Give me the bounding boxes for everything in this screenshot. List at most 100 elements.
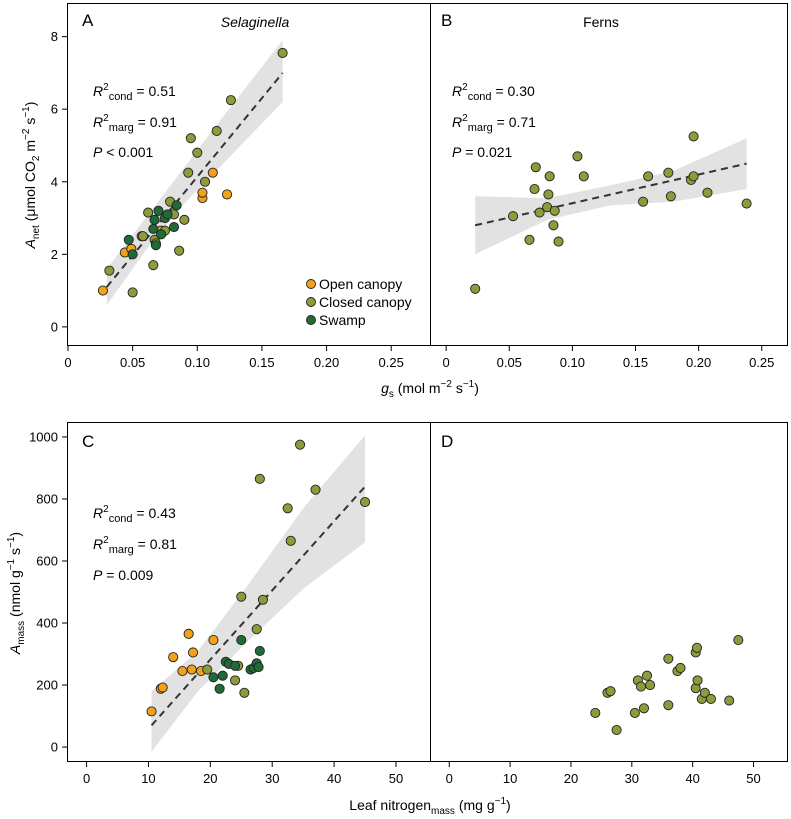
legend-marker-closed xyxy=(306,297,316,307)
panel-a-y-tick-label: 6 xyxy=(51,102,58,117)
panel-b-pvalue: P = 0.021 xyxy=(452,144,513,160)
panel-c-point-closed xyxy=(282,503,293,514)
panel-c-point-closed xyxy=(285,535,296,546)
panel-b-point-closed xyxy=(688,131,699,142)
panel-a-point-closed xyxy=(211,125,222,137)
panel-b-x-tick-label: 0.15 xyxy=(623,355,648,370)
panel-b-plot: 0 0.05 0.10 0.15 0.20 0.25 xyxy=(443,131,774,370)
panel-a-x-tick-label: 0.15 xyxy=(249,355,274,370)
panel-a-pvalue: P < 0.001 xyxy=(93,144,154,160)
panel-b-point-closed xyxy=(543,189,554,200)
panel-c-x-tick-label: 30 xyxy=(265,771,279,786)
panel-c-point-open xyxy=(177,666,188,677)
panel-b-stats: R2cond = 0.30 R2marg = 0.71 P = 0.021 xyxy=(452,82,536,160)
panel-a-r2marg: R2marg = 0.91 xyxy=(93,113,177,134)
panel-a-point-swamp xyxy=(171,200,182,211)
panel-d-frame xyxy=(430,422,788,762)
panel-a-x-tick-label: 0.25 xyxy=(379,355,404,370)
panel-c-point-open xyxy=(168,652,179,663)
panel-a-plot: 0 0.05 0.10 0.15 0.20 0.25 0 2 4 6 8 xyxy=(51,29,404,370)
panel-a-point-closed xyxy=(183,167,194,178)
panel-letter-d: D xyxy=(441,432,453,451)
panel-a-x-tick-label: 0.05 xyxy=(120,355,145,370)
panel-d-point-closed xyxy=(663,653,674,664)
panel-a-title: Selaginella xyxy=(221,14,290,30)
legend-label-closed: Closed canopy xyxy=(319,294,412,310)
panel-b-point-closed xyxy=(534,207,545,218)
panel-a-point-closed xyxy=(143,207,154,218)
panel-a-point-open xyxy=(207,167,218,178)
panel-c-point-swamp xyxy=(208,672,219,683)
panel-d-point-closed xyxy=(638,703,650,714)
panel-a-point-closed xyxy=(127,287,138,298)
panel-c-y-tick-label: 200 xyxy=(36,678,58,693)
panel-c-y-tick-label: 400 xyxy=(36,616,58,631)
panel-letter-a: A xyxy=(82,11,94,30)
panel-a-y-tick-label: 4 xyxy=(51,174,58,189)
panel-a-point-closed xyxy=(192,147,203,158)
panel-c-x-tick-label: 10 xyxy=(141,771,155,786)
panel-d-point-closed xyxy=(641,670,653,681)
panel-a-point-closed xyxy=(179,214,190,225)
panel-b-point-closed xyxy=(643,171,654,182)
top-x-axis-title: gs (mol m−2 s−1) xyxy=(381,379,479,400)
panel-c-stats: R2cond = 0.43 R2marg = 0.81 P = 0.009 xyxy=(93,504,177,583)
panel-a-point-open xyxy=(221,189,233,200)
legend: Open canopy Closed canopy Swamp xyxy=(306,276,412,328)
panel-a-point-swamp xyxy=(127,249,138,260)
panel-c-point-closed xyxy=(236,591,247,602)
panel-a-point-closed xyxy=(148,260,159,271)
panel-c-point-closed xyxy=(359,497,371,508)
panel-a-r2cond: R2cond = 0.51 xyxy=(93,82,176,103)
panel-c-point-open xyxy=(146,706,157,717)
panel-d-x-tick-label: 30 xyxy=(625,771,639,786)
panel-c-y-tick-label: 0 xyxy=(51,740,58,755)
panel-letter-c: C xyxy=(82,432,94,451)
panel-c-point-closed xyxy=(251,624,262,635)
panel-b-title: Ferns xyxy=(583,14,619,30)
panel-c-point-swamp xyxy=(214,683,225,694)
panel-b-r2marg: R2marg = 0.71 xyxy=(452,113,536,134)
panel-d-point-closed xyxy=(663,700,674,711)
panel-c-pvalue: P = 0.009 xyxy=(93,567,154,583)
panel-c-point-open xyxy=(157,682,168,693)
panel-c-point-swamp xyxy=(217,670,228,681)
panel-b-confidence-band xyxy=(475,138,747,255)
panel-a-x-tick-label: 0.20 xyxy=(314,355,339,370)
panel-c-y-tick-label: 1000 xyxy=(29,429,58,444)
panel-d-point-closed xyxy=(691,642,702,653)
panel-a-y-tick-label: 0 xyxy=(51,319,58,334)
panel-c-point-closed xyxy=(239,687,250,698)
panel-c-plot: 0 10 20 30 40 50 0 200 400 600 800 1000 xyxy=(29,429,403,786)
panel-a-point-closed xyxy=(277,47,288,59)
panel-c-point-closed xyxy=(310,484,321,495)
panel-b-x-tick-label: 0.20 xyxy=(686,355,711,370)
panel-d-point-closed xyxy=(705,693,716,705)
panel-c-point-open xyxy=(186,664,197,675)
panel-b-x-tick-label: 0.10 xyxy=(560,355,585,370)
panel-c-x-tick-label: 0 xyxy=(83,771,90,786)
panel-d-x-tick-label: 10 xyxy=(503,771,517,786)
panel-a-point-swamp xyxy=(162,209,173,220)
panel-c-x-tick-label: 50 xyxy=(389,771,403,786)
panel-b-point-closed xyxy=(665,191,676,202)
panel-d-point-closed xyxy=(635,681,646,692)
panel-b-point-closed xyxy=(572,151,583,162)
panel-d-x-tick-label: 20 xyxy=(564,771,578,786)
panel-c-point-closed xyxy=(257,594,268,605)
panel-c-point-open xyxy=(187,647,199,658)
panel-a-point-swamp xyxy=(149,214,160,225)
panel-a-fit-line xyxy=(106,72,284,288)
panel-a-point-closed xyxy=(225,95,236,106)
panel-c-point-closed xyxy=(295,439,306,450)
panel-a-point-closed xyxy=(174,245,185,256)
panel-d-x-tick-label: 0 xyxy=(446,771,453,786)
panel-c-point-closed xyxy=(230,675,241,686)
panel-a-point-swamp xyxy=(168,222,180,233)
panel-d-point-closed xyxy=(590,707,601,718)
panel-b-point-closed xyxy=(702,187,713,198)
panel-c-point-closed xyxy=(254,473,265,484)
panel-b-x-tick-label: 0 xyxy=(443,355,450,370)
legend-marker-open xyxy=(306,279,316,289)
panel-b-point-closed xyxy=(578,171,589,182)
